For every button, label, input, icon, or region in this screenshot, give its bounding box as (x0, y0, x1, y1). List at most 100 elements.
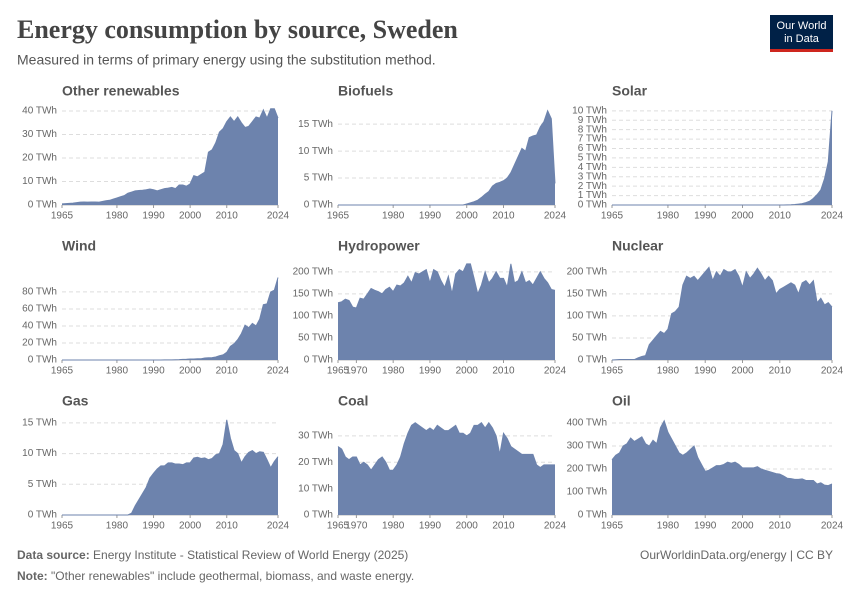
y-tick-label: 5 TWh (28, 479, 57, 490)
x-tick-label: 2024 (267, 366, 290, 377)
panel-title: Oil (612, 393, 631, 409)
logo[interactable]: Our World in Data (770, 15, 833, 52)
y-tick-label: 10 TWh (22, 176, 57, 187)
y-tick-label: 5 TWh (304, 173, 333, 184)
y-tick-label: 4 TWh (578, 162, 607, 173)
url[interactable]: OurWorldinData.org/energy | CC BY (640, 548, 833, 562)
x-tick-label: 2010 (769, 211, 792, 222)
panel-title: Gas (62, 393, 89, 409)
x-tick-label: 1965 (51, 211, 74, 222)
y-tick-label: 7 TWh (578, 134, 607, 145)
x-tick-label: 2000 (731, 366, 754, 377)
x-tick-label: 1990 (694, 521, 717, 532)
y-tick-label: 60 TWh (22, 304, 57, 315)
x-tick-label: 2000 (456, 521, 479, 532)
x-tick-label: 2000 (456, 366, 479, 377)
y-tick-label: 0 TWh (578, 200, 607, 211)
x-tick-label: 1980 (382, 521, 405, 532)
source-text[interactable]: Energy Institute - Statistical Review of… (93, 548, 408, 562)
x-tick-label: 2000 (179, 366, 202, 377)
y-tick-label: 0 TWh (28, 355, 57, 366)
panel: Other renewables 0 TWh 10 TWh 20 TWh 30 TWh 4… (22, 83, 289, 222)
x-tick-label: 1965 (601, 521, 624, 532)
y-tick-label: 15 TWh (22, 418, 57, 429)
area-line (61, 108, 279, 205)
x-tick-label: 1990 (142, 211, 165, 222)
y-tick-label: 30 TWh (22, 129, 57, 140)
title: Energy consumption by source, Sweden (17, 15, 458, 44)
y-tick-label: 15 TWh (298, 119, 333, 130)
x-tick-label: 1980 (106, 211, 129, 222)
x-tick-label: 1980 (657, 521, 680, 532)
area-line (611, 266, 833, 361)
y-tick-label: 50 TWh (298, 333, 333, 344)
y-tick-label: 150 TWh (567, 289, 607, 300)
x-tick-label: 1980 (106, 366, 129, 377)
y-tick-label: 3 TWh (578, 171, 607, 182)
x-tick-label: 2024 (821, 366, 844, 377)
y-tick-label: 0 TWh (28, 510, 57, 521)
y-tick-label: 30 TWh (298, 431, 333, 442)
x-tick-label: 2024 (821, 211, 844, 222)
x-tick-label: 1990 (142, 521, 165, 532)
area-line (338, 109, 556, 206)
source: Data source: Energy Institute - Statisti… (17, 548, 408, 562)
y-tick-label: 100 TWh (567, 487, 607, 498)
area-fill (62, 277, 278, 360)
area-line (62, 277, 279, 361)
y-tick-label: 200 TWh (567, 266, 607, 277)
x-tick-label: 1965 (327, 211, 350, 222)
y-tick-label: 20 TWh (298, 457, 333, 468)
x-tick-label: 2024 (544, 211, 567, 222)
panel: Wind 0 TWh 20 TWh 40 TWh 60 TWh 80 TWh 1965 198… (22, 238, 289, 377)
logo-box (770, 15, 833, 49)
note-text: "Other renewables" include geothermal, b… (51, 569, 414, 583)
x-tick-label: 1980 (106, 521, 129, 532)
y-tick-label: 0 TWh (304, 510, 333, 521)
logo-text: in Data (784, 33, 820, 45)
x-tick-label: 2010 (492, 366, 515, 377)
x-tick-label: 1990 (419, 366, 442, 377)
area-fill (62, 108, 278, 205)
panels: Other renewables 0 TWh 10 TWh 20 TWh 30 TWh 4… (22, 83, 843, 532)
y-tick-label: 0 TWh (28, 200, 57, 211)
x-tick-label: 1965 (327, 521, 350, 532)
note-label: Note: (17, 569, 48, 583)
panel-title: Other renewables (62, 83, 180, 99)
x-tick-label: 1970 (345, 366, 368, 377)
x-tick-label: 2000 (456, 211, 479, 222)
area-fill (338, 422, 555, 515)
y-tick-label: 6 TWh (578, 143, 607, 154)
y-tick-label: 20 TWh (22, 338, 57, 349)
logo-bar (770, 49, 833, 52)
area-line (337, 421, 555, 472)
panel-title: Wind (62, 238, 96, 254)
y-tick-label: 1 TWh (578, 190, 607, 201)
x-tick-label: 2000 (731, 521, 754, 532)
x-tick-label: 1990 (694, 366, 717, 377)
area-line (612, 110, 833, 206)
x-tick-label: 1965 (51, 521, 74, 532)
panel-title: Nuclear (612, 238, 664, 254)
x-tick-label: 1965 (601, 366, 624, 377)
panel: Nuclear 0 TWh 50 TWh 100 TWh 150 TWh 200 TWh 1… (567, 238, 844, 377)
x-tick-label: 1990 (419, 521, 442, 532)
area-fill (62, 419, 278, 515)
y-tick-label: 80 TWh (22, 287, 57, 298)
area-fill (612, 420, 832, 515)
x-tick-label: 1980 (382, 211, 405, 222)
y-tick-label: 50 TWh (572, 333, 607, 344)
area-line (337, 263, 556, 309)
x-tick-label: 1980 (657, 366, 680, 377)
y-tick-label: 20 TWh (22, 153, 57, 164)
x-tick-label: 2000 (731, 211, 754, 222)
y-tick-label: 10 TWh (298, 146, 333, 157)
x-tick-label: 2024 (267, 521, 290, 532)
area-fill (612, 267, 832, 360)
x-tick-label: 1980 (657, 211, 680, 222)
panel-title: Biofuels (338, 83, 393, 99)
y-tick-label: 10 TWh (572, 105, 607, 116)
y-tick-label: 10 TWh (22, 448, 57, 459)
